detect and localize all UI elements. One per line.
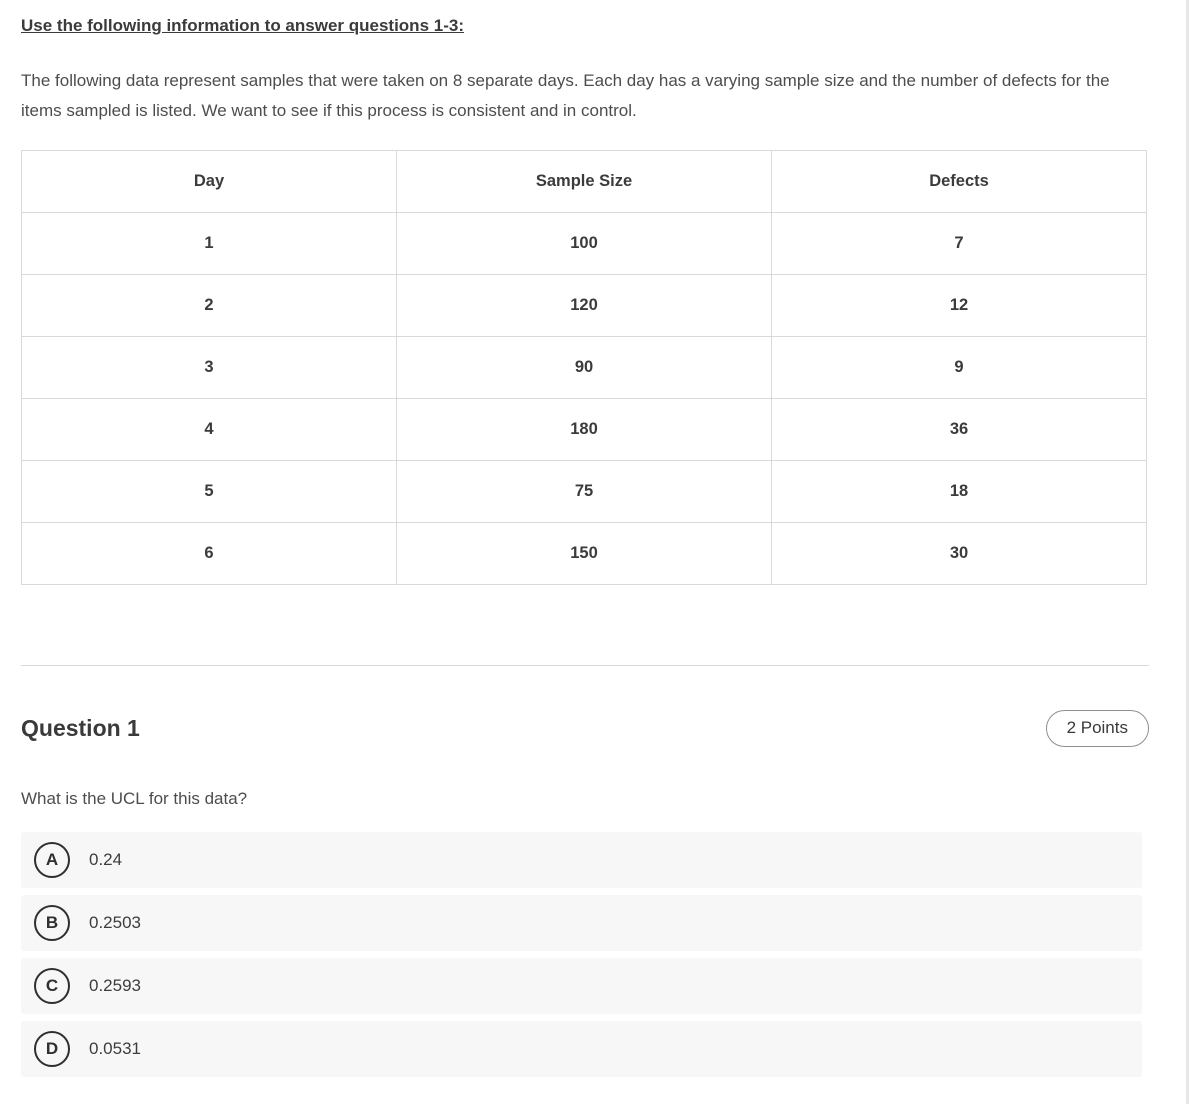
cell-day: 5 (21, 460, 397, 523)
points-badge: 2 Points (1045, 710, 1149, 747)
option-letter-circle: A (34, 842, 70, 878)
question-header: Question 1 2 Points (21, 710, 1149, 747)
cell-day: 4 (21, 398, 397, 461)
column-header-defects: Defects (771, 150, 1147, 213)
cell-sample-size: 90 (396, 336, 772, 399)
answer-option-b[interactable]: B 0.2503 (21, 895, 1142, 951)
cell-defects: 9 (771, 336, 1147, 399)
table-row: 3 90 9 (21, 336, 1147, 399)
answer-option-c[interactable]: C 0.2593 (21, 958, 1142, 1014)
table-row: 2 120 12 (21, 274, 1147, 337)
cell-defects: 30 (771, 522, 1147, 585)
column-header-sample-size: Sample Size (396, 150, 772, 213)
cell-day: 3 (21, 336, 397, 399)
table-header-row: Day Sample Size Defects (21, 150, 1147, 213)
column-header-day: Day (21, 150, 397, 213)
option-value: 0.2503 (89, 913, 141, 932)
cell-sample-size: 120 (396, 274, 772, 337)
samples-table: Day Sample Size Defects 1 100 7 2 120 12… (21, 150, 1147, 585)
option-letter-circle: B (34, 905, 70, 941)
option-letter-circle: C (34, 968, 70, 1004)
cell-sample-size: 100 (396, 212, 772, 275)
option-value: 0.2593 (89, 976, 141, 995)
cell-defects: 7 (771, 212, 1147, 275)
quiz-content: Use the following information to answer … (21, 0, 1149, 1077)
cell-defects: 12 (771, 274, 1147, 337)
page-right-edge (1186, 0, 1189, 1104)
option-value: 0.24 (89, 850, 123, 869)
cell-sample-size: 150 (396, 522, 772, 585)
answer-options: A 0.24 B 0.2503 C 0.2593 D 0.0531 (21, 832, 1142, 1077)
option-value: 0.0531 (89, 1039, 141, 1058)
passage-body: The following data represent samples tha… (21, 71, 1110, 120)
cell-day: 1 (21, 212, 397, 275)
cell-sample-size: 75 (396, 460, 772, 523)
section-divider (21, 665, 1149, 666)
table-row: 6 150 30 (21, 522, 1147, 585)
cell-day: 6 (21, 522, 397, 585)
table-row: 4 180 36 (21, 398, 1147, 461)
answer-option-a[interactable]: A 0.24 (21, 832, 1142, 888)
option-letter-circle: D (34, 1031, 70, 1067)
cell-sample-size: 180 (396, 398, 772, 461)
cell-day: 2 (21, 274, 397, 337)
answer-option-d[interactable]: D 0.0531 (21, 1021, 1142, 1077)
cell-defects: 18 (771, 460, 1147, 523)
table-row: 5 75 18 (21, 460, 1147, 523)
passage-heading: Use the following information to answer … (21, 16, 464, 35)
cell-defects: 36 (771, 398, 1147, 461)
question-prompt: What is the UCL for this data? (21, 789, 248, 808)
question-title: Question 1 (21, 715, 140, 741)
table-row: 1 100 7 (21, 212, 1147, 275)
